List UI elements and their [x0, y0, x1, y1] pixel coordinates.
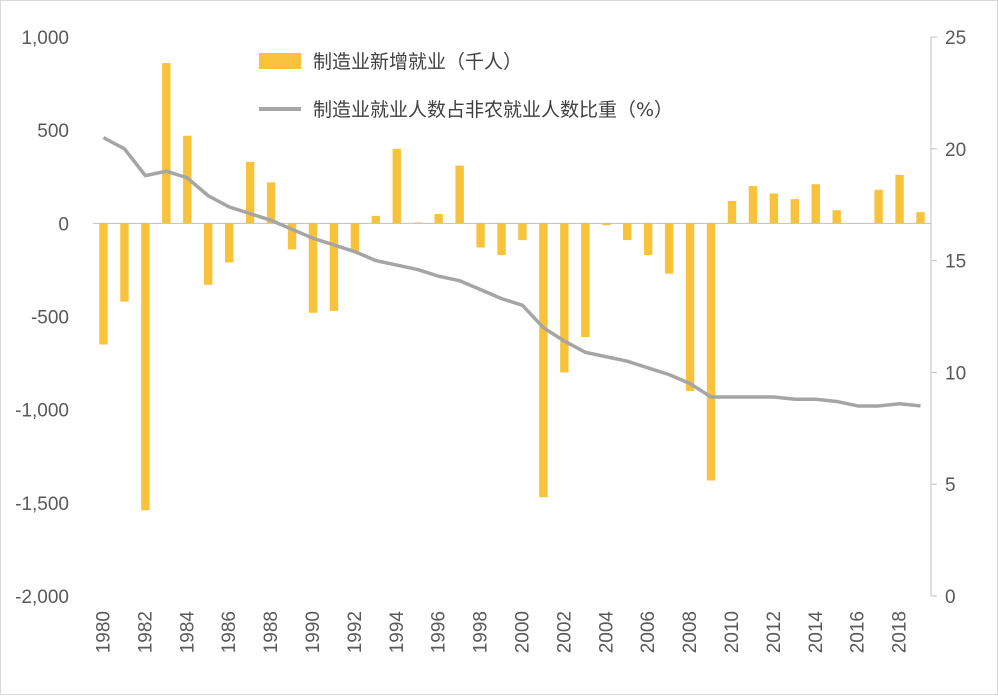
bar-1980: [99, 223, 107, 344]
x-axis-tick-labels: 1980 1982 1984 1986 1988 1990 1992 1994 1996 1998…: [93, 611, 910, 654]
bar-1986: [225, 223, 233, 262]
bar-1985: [204, 223, 212, 284]
left-tick-label: -500: [31, 308, 69, 329]
x-tick-label: 2012: [764, 611, 785, 653]
bar-1994: [393, 149, 401, 224]
left-tick-label: 500: [37, 121, 69, 142]
bar-2010: [728, 201, 736, 223]
left-tick-label: 1,000: [21, 28, 69, 49]
legend-line-label: 制造业就业人数占非农就业人数比重（%）: [313, 99, 673, 121]
x-tick-label: 2002: [554, 611, 575, 653]
bar-1998: [476, 223, 484, 247]
bar-1993: [372, 216, 380, 223]
bar-2011: [749, 186, 757, 223]
x-tick-label: 1996: [429, 611, 450, 653]
left-tick-label: -1,000: [15, 401, 69, 422]
right-tick-label: 20: [945, 140, 966, 161]
bar-2015: [833, 210, 841, 223]
bar-2014: [812, 184, 820, 223]
right-tick-label: 10: [945, 363, 966, 384]
bar-2008: [686, 223, 694, 391]
bar-1983: [162, 63, 170, 223]
right-tick-label: 5: [945, 475, 956, 496]
bar-1982: [141, 223, 149, 510]
bar-2012: [770, 194, 778, 224]
x-tick-label: 2010: [722, 611, 743, 653]
bar-2007: [665, 223, 673, 273]
bar-2006: [644, 223, 652, 255]
x-tick-label: 2006: [638, 611, 659, 653]
bar-1981: [120, 223, 128, 301]
x-tick-label: 2000: [512, 611, 533, 653]
line-series: [103, 138, 920, 406]
bar-1999: [497, 223, 505, 255]
x-tick-label: 1986: [219, 611, 240, 653]
right-tick-label: 0: [945, 587, 956, 608]
x-tick-label: 1982: [135, 611, 156, 653]
bar-2003: [581, 223, 589, 337]
legend-bar-swatch: [259, 53, 301, 69]
left-y-axis: 1,000 500 0 -500 -1,000 -1,500 -2,000: [15, 28, 69, 608]
bar-2002: [560, 223, 568, 372]
x-tick-label: 2004: [596, 611, 617, 654]
x-tick-label: 1980: [93, 611, 114, 653]
bar-1992: [351, 223, 359, 251]
bar-2009: [707, 223, 715, 480]
bar-2018: [895, 175, 903, 223]
x-tick-label: 2018: [890, 611, 911, 653]
left-tick-label: -2,000: [15, 587, 69, 608]
x-tick-label: 2016: [848, 611, 869, 653]
bar-series: [99, 63, 924, 510]
bar-2019: [916, 212, 924, 223]
x-tick-label: 1984: [177, 611, 198, 654]
right-tick-label: 25: [945, 28, 966, 49]
left-tick-label: -1,500: [15, 494, 69, 515]
x-tick-label: 1992: [345, 611, 366, 653]
left-tick-label: 0: [58, 214, 69, 235]
legend: 制造业新增就业（千人） 制造业就业人数占非农就业人数比重（%）: [259, 51, 673, 121]
bar-2000: [518, 223, 526, 240]
bar-1988: [267, 182, 275, 223]
right-y-axis: 25 20 15 10 5 0: [931, 28, 966, 608]
x-tick-label: 1994: [387, 611, 408, 654]
bar-1997: [455, 166, 463, 224]
x-tick-label: 1990: [303, 611, 324, 653]
bar-1996: [434, 214, 442, 223]
bar-2017: [874, 190, 882, 224]
share-line: [103, 138, 920, 406]
x-tick-label: 1988: [261, 611, 282, 653]
bar-1991: [330, 223, 338, 311]
legend-bar-label: 制造业新增就业（千人）: [313, 51, 522, 73]
bar-2013: [791, 199, 799, 223]
x-tick-label: 2014: [806, 611, 827, 654]
bar-2005: [623, 223, 631, 240]
right-tick-label: 15: [945, 252, 966, 273]
bar-2001: [539, 223, 547, 497]
x-tick-label: 2008: [680, 611, 701, 653]
x-tick-label: 1998: [471, 611, 492, 653]
